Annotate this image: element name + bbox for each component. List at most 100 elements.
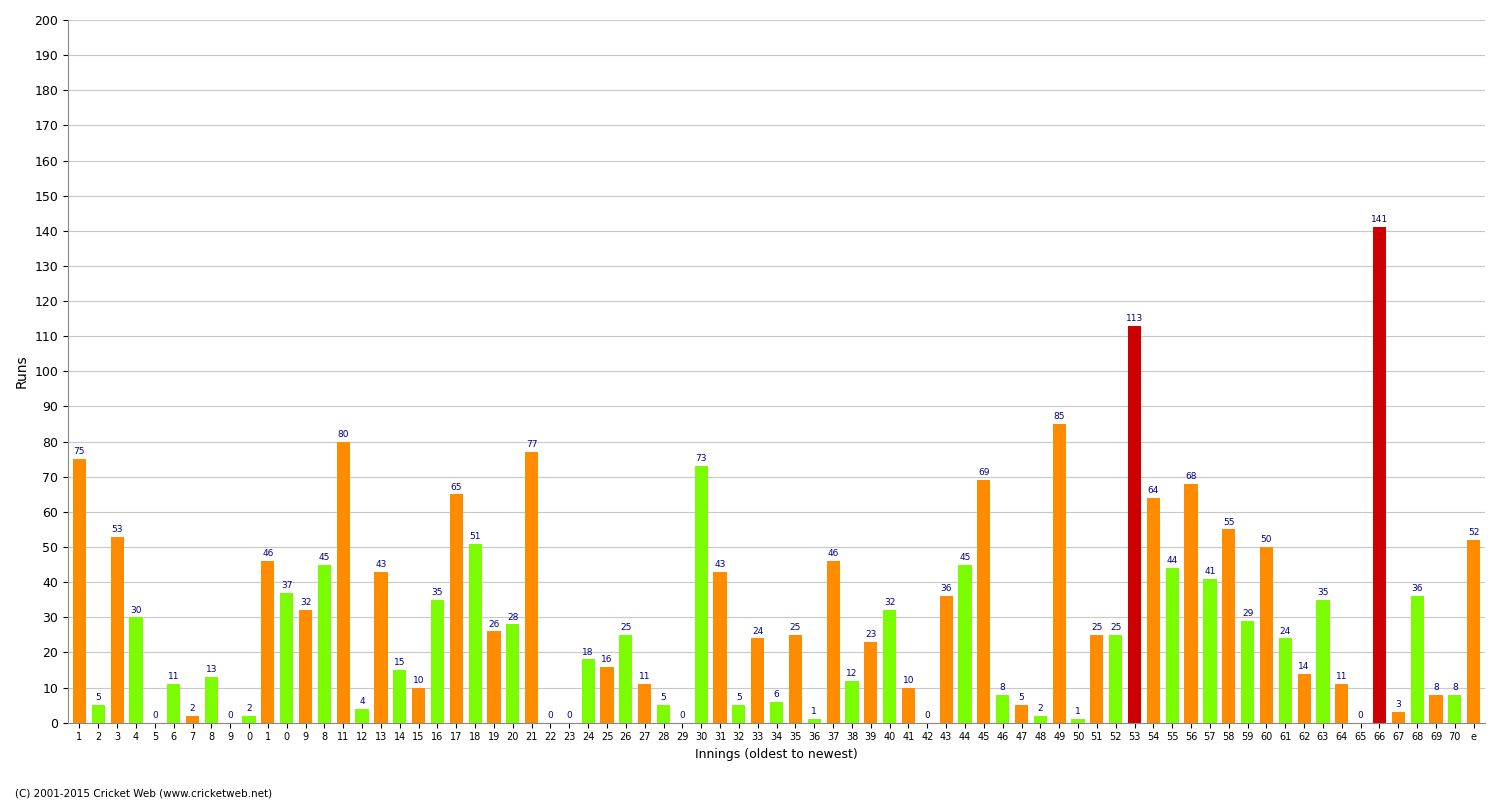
Text: 2: 2 — [189, 704, 195, 713]
Text: 24: 24 — [752, 626, 764, 635]
Text: 113: 113 — [1126, 314, 1143, 323]
Bar — [657, 705, 670, 722]
Text: 11: 11 — [168, 672, 180, 682]
Text: 29: 29 — [1242, 609, 1254, 618]
Text: 64: 64 — [1148, 486, 1160, 495]
Text: 53: 53 — [111, 525, 123, 534]
Bar — [1392, 712, 1406, 722]
Bar — [1071, 719, 1084, 722]
Text: 0: 0 — [924, 711, 930, 720]
Text: 0: 0 — [567, 711, 572, 720]
Bar — [318, 565, 332, 722]
Bar — [393, 670, 406, 722]
Bar — [976, 480, 990, 722]
Text: (C) 2001-2015 Cricket Web (www.cricketweb.net): (C) 2001-2015 Cricket Web (www.cricketwe… — [15, 788, 272, 798]
Bar — [1278, 638, 1292, 722]
Bar — [1108, 635, 1122, 722]
Text: 45: 45 — [960, 553, 970, 562]
Text: 50: 50 — [1260, 535, 1272, 544]
Text: 52: 52 — [1468, 528, 1479, 538]
Text: 2: 2 — [246, 704, 252, 713]
Text: 32: 32 — [884, 598, 896, 607]
Bar — [336, 442, 350, 722]
Text: 73: 73 — [696, 454, 706, 463]
Text: 25: 25 — [789, 623, 801, 632]
Text: 55: 55 — [1222, 518, 1234, 526]
Bar — [1203, 578, 1216, 722]
Text: 75: 75 — [74, 447, 86, 456]
Text: 65: 65 — [450, 482, 462, 491]
Text: 46: 46 — [828, 550, 839, 558]
Text: 0: 0 — [228, 711, 232, 720]
Text: 25: 25 — [1110, 623, 1122, 632]
Text: 3: 3 — [1395, 700, 1401, 710]
Bar — [902, 687, 915, 722]
X-axis label: Innings (oldest to newest): Innings (oldest to newest) — [694, 748, 858, 761]
Bar — [92, 705, 105, 722]
Bar — [694, 466, 708, 722]
Bar — [166, 684, 180, 722]
Text: 18: 18 — [582, 648, 594, 657]
Bar — [884, 610, 896, 722]
Bar — [375, 572, 387, 722]
Bar — [1260, 547, 1274, 722]
Text: 43: 43 — [375, 560, 387, 569]
Bar — [243, 716, 255, 722]
Bar — [1467, 540, 1480, 722]
Text: 0: 0 — [1358, 711, 1364, 720]
Text: 10: 10 — [903, 676, 914, 685]
Text: 36: 36 — [1412, 585, 1424, 594]
Bar — [958, 565, 972, 722]
Text: 16: 16 — [602, 654, 613, 664]
Bar — [770, 702, 783, 722]
Bar — [356, 709, 369, 722]
Bar — [506, 624, 519, 722]
Text: 5: 5 — [96, 694, 100, 702]
Bar — [1053, 424, 1066, 722]
Bar — [1449, 694, 1461, 722]
Bar — [450, 494, 464, 722]
Text: 25: 25 — [620, 623, 632, 632]
Text: 35: 35 — [432, 588, 442, 597]
Text: 0: 0 — [680, 711, 686, 720]
Bar — [1298, 674, 1311, 722]
Bar — [280, 593, 294, 722]
Text: 6: 6 — [774, 690, 780, 699]
Bar — [525, 452, 538, 722]
Text: 26: 26 — [489, 619, 500, 629]
Bar — [261, 561, 274, 722]
Text: 44: 44 — [1167, 556, 1178, 566]
Text: 30: 30 — [130, 606, 141, 614]
Bar — [468, 543, 482, 722]
Bar — [714, 572, 726, 722]
Bar — [732, 705, 746, 722]
Bar — [939, 596, 952, 722]
Y-axis label: Runs: Runs — [15, 354, 28, 388]
Text: 41: 41 — [1204, 567, 1215, 576]
Text: 85: 85 — [1053, 412, 1065, 422]
Text: 45: 45 — [318, 553, 330, 562]
Text: 25: 25 — [1090, 623, 1102, 632]
Bar — [1240, 621, 1254, 722]
Bar — [129, 618, 142, 722]
Bar — [752, 638, 765, 722]
Bar — [74, 459, 86, 722]
Text: 35: 35 — [1317, 588, 1329, 597]
Bar — [1090, 635, 1104, 722]
Text: 141: 141 — [1371, 215, 1388, 225]
Text: 37: 37 — [280, 581, 292, 590]
Bar — [1166, 568, 1179, 722]
Text: 0: 0 — [548, 711, 554, 720]
Text: 77: 77 — [526, 440, 537, 450]
Bar — [298, 610, 312, 722]
Text: 32: 32 — [300, 598, 310, 607]
Text: 68: 68 — [1185, 472, 1197, 481]
Bar — [488, 631, 501, 722]
Bar — [1317, 600, 1329, 722]
Text: 1: 1 — [812, 707, 818, 716]
Bar — [1185, 484, 1197, 722]
Bar — [430, 600, 444, 722]
Bar — [827, 561, 840, 722]
Text: 13: 13 — [206, 666, 218, 674]
Text: 11: 11 — [1336, 672, 1347, 682]
